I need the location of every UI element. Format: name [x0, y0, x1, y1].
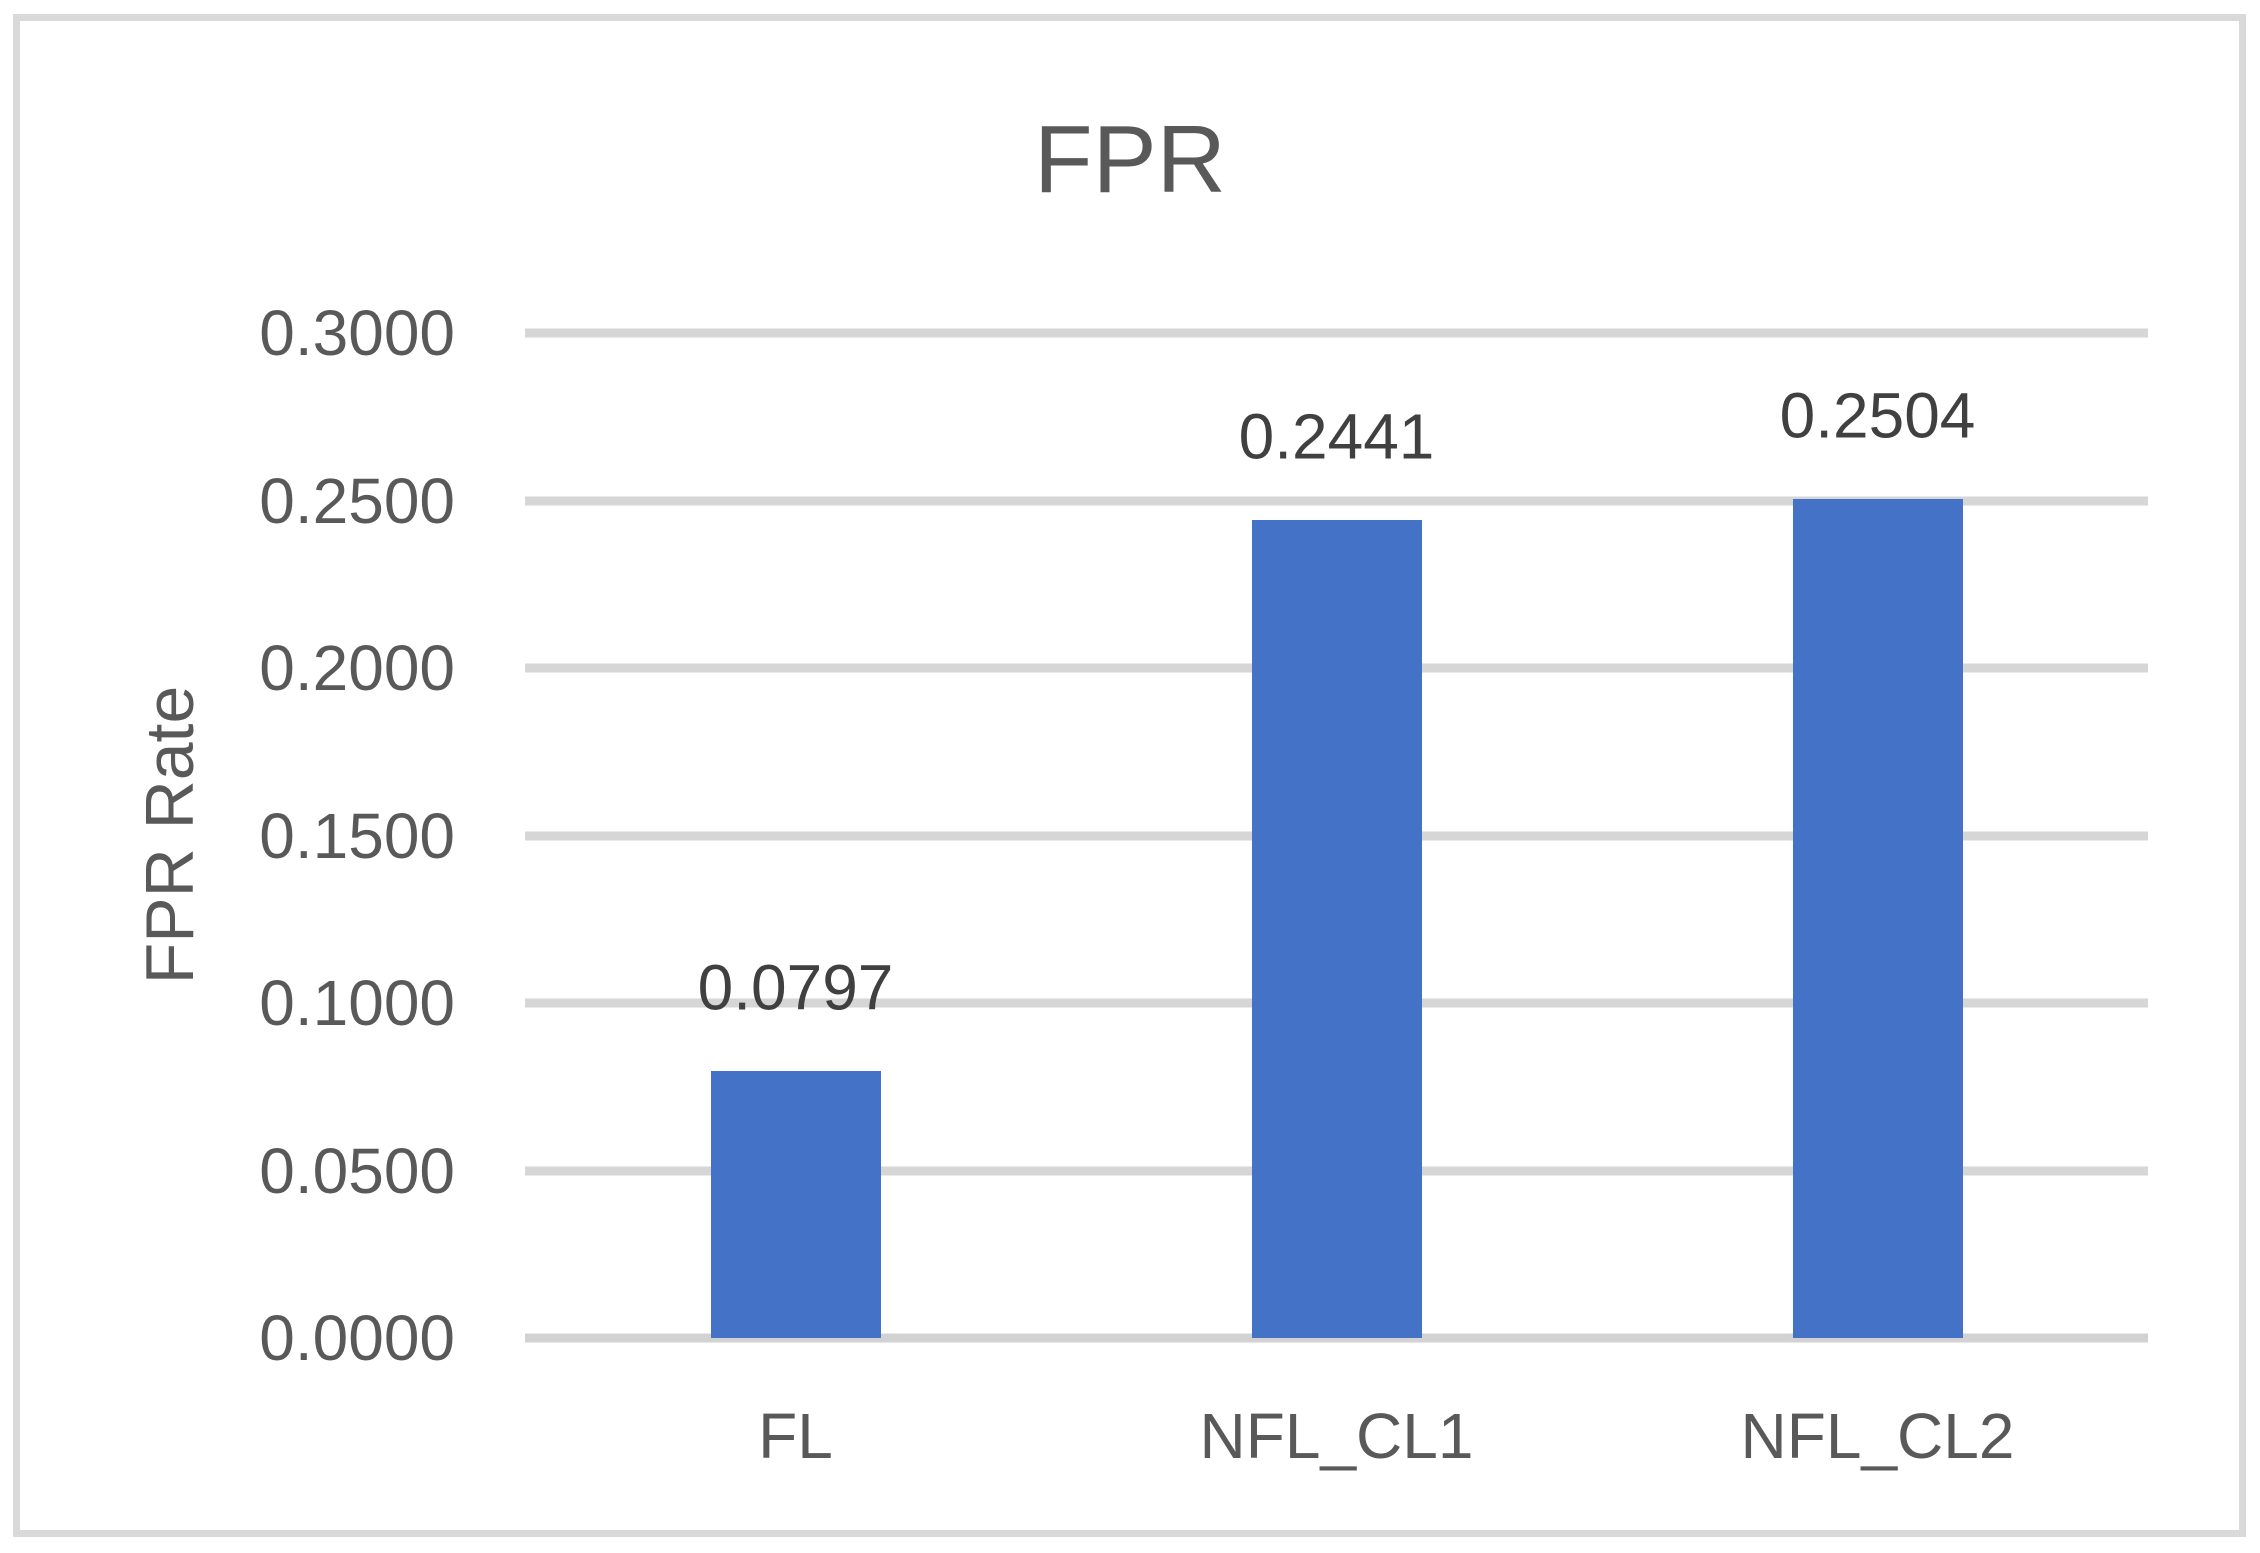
- bar-NFL_CL2: [1792, 499, 1963, 1338]
- x-category-label: FL: [758, 1400, 833, 1472]
- x-axis-line: [525, 1333, 2148, 1343]
- bar-FL: [710, 1071, 881, 1338]
- y-tick-label: 0.0500: [259, 1134, 455, 1207]
- bar-value-label: 0.2441: [1238, 400, 1435, 473]
- chart-border: [13, 14, 2246, 1537]
- y-tick-label: 0.3000: [259, 297, 455, 369]
- y-tick-label: 0.0000: [259, 1302, 455, 1374]
- y-tick-label: 0.2500: [259, 464, 455, 537]
- gridline: [525, 328, 2148, 338]
- bar-NFL_CL1: [1251, 520, 1422, 1338]
- y-tick-label: 0.1000: [259, 967, 455, 1039]
- x-category-label: NFL_CL2: [1740, 1400, 2015, 1472]
- y-tick-label: 0.2000: [259, 632, 455, 704]
- bar-value-label: 0.0797: [697, 951, 894, 1024]
- chart-title: FPR: [1034, 106, 1226, 213]
- y-tick-label: 0.1500: [259, 799, 455, 872]
- gridline: [525, 496, 2148, 505]
- x-category-label: NFL_CL1: [1199, 1400, 1474, 1472]
- bar-value-label: 0.2504: [1779, 379, 1976, 452]
